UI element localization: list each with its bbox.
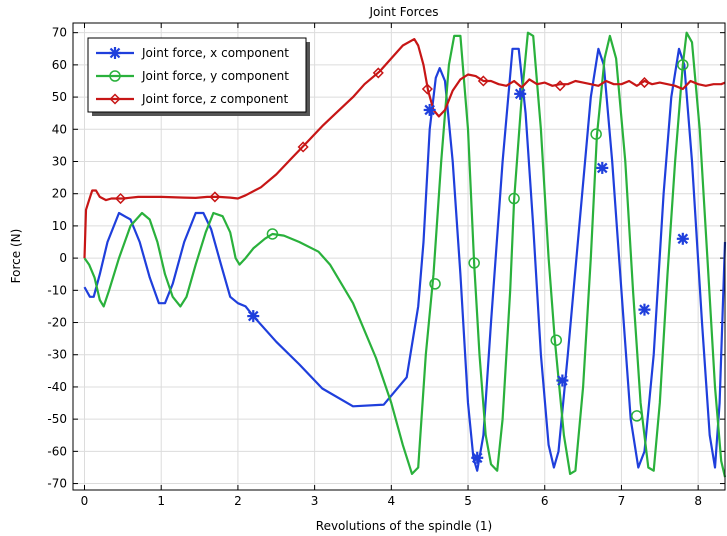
data-marker-x-component — [423, 103, 436, 116]
asterisk-stroke — [247, 310, 259, 322]
data-marker-x-component — [471, 451, 484, 464]
data-marker-y-component — [590, 128, 602, 140]
y-axis-title: Force (N) — [9, 229, 23, 284]
data-marker-z-component — [477, 75, 489, 87]
data-marker-z-component — [421, 83, 433, 95]
legend-marker — [109, 47, 121, 59]
x-tick-label: 5 — [464, 494, 472, 508]
asterisk-stroke — [109, 47, 121, 59]
asterisk-stroke — [677, 233, 689, 245]
asterisk-stroke — [514, 88, 526, 100]
data-marker-x-component — [638, 303, 651, 316]
y-tick-label: -50 — [47, 412, 67, 426]
y-tick-label: 0 — [59, 251, 67, 265]
legend-label: Joint force, x component — [141, 46, 289, 60]
x-tick-label: 2 — [234, 494, 242, 508]
data-marker-x-component — [247, 310, 260, 323]
y-tick-label: -20 — [47, 316, 67, 330]
data-marker-x-component — [556, 374, 569, 387]
series-line-z-component — [83, 37, 726, 259]
legend: Joint force, x component Joint force, y c… — [87, 37, 310, 116]
data-marker-z-component — [297, 141, 309, 153]
legend-entry-y-component: Joint force, y component — [96, 69, 289, 83]
data-marker-x-component — [676, 232, 689, 245]
data-marker-x-component — [596, 161, 609, 174]
data-marker-y-component — [429, 278, 441, 290]
y-tick-label: 20 — [52, 187, 67, 201]
y-axis-ticks: -70 -60 -50 -40 -30 -20 -10 0 10 20 30 40 50 60 70 — [47, 26, 725, 491]
x-tick-label: 6 — [541, 494, 549, 508]
data-marker-z-component — [554, 80, 566, 92]
legend-marker — [109, 70, 121, 82]
data-marker-y-component — [468, 257, 480, 269]
chart-title: Joint Forces — [368, 5, 438, 19]
data-marker-z-component — [638, 77, 651, 89]
y-tick-label: 60 — [52, 58, 67, 72]
data-marker-y-component — [677, 59, 689, 71]
y-tick-label: -70 — [47, 477, 67, 491]
legend-marker — [109, 93, 121, 105]
series-markers — [114, 59, 689, 464]
x-tick-label: 7 — [618, 494, 626, 508]
y-tick-label: 70 — [52, 26, 67, 40]
data-marker-y-component — [550, 334, 562, 346]
data-marker-z-component — [209, 191, 221, 203]
x-axis-ticks: 0 1 2 3 4 5 6 7 8 — [81, 23, 702, 508]
data-marker-z-component — [372, 67, 384, 79]
series-line-y-component — [83, 31, 727, 478]
plot-frame — [72, 22, 726, 491]
y-tick-label: -40 — [47, 380, 67, 394]
legend-entry-x-component: Joint force, x component — [96, 46, 289, 60]
y-tick-label: 10 — [52, 219, 67, 233]
asterisk-stroke — [471, 452, 483, 464]
legend-label: Joint force, y component — [141, 69, 289, 83]
y-tick-label: 50 — [52, 90, 67, 104]
legend-label: Joint force, z component — [141, 92, 288, 106]
x-tick-label: 4 — [388, 494, 396, 508]
data-marker-z-component — [114, 192, 127, 205]
asterisk-stroke — [557, 375, 568, 386]
data-marker-y-component — [631, 410, 643, 422]
x-tick-label: 1 — [157, 494, 165, 508]
data-marker-y-component — [266, 228, 279, 240]
x-axis-title: Revolutions of the spindle (1) — [316, 519, 492, 533]
data-marker-x-component — [514, 87, 527, 100]
y-tick-label: 30 — [52, 154, 67, 168]
series-line-x-component — [83, 47, 727, 472]
x-tick-label: 8 — [694, 494, 702, 508]
legend-entry-z-component: Joint force, z component — [96, 92, 288, 106]
x-tick-label: 3 — [311, 494, 319, 508]
series-lines — [83, 31, 727, 478]
asterisk-stroke — [596, 162, 608, 174]
y-tick-label: 40 — [52, 122, 67, 136]
asterisk-stroke — [639, 304, 650, 315]
x-tick-label: 0 — [81, 494, 89, 508]
legend-entries: Joint force, x component Joint force, y c… — [96, 46, 289, 106]
asterisk-stroke — [424, 104, 435, 116]
data-marker-y-component — [508, 192, 520, 205]
y-tick-label: -60 — [47, 444, 67, 458]
y-tick-label: -30 — [47, 348, 67, 362]
y-tick-label: -10 — [47, 283, 67, 297]
